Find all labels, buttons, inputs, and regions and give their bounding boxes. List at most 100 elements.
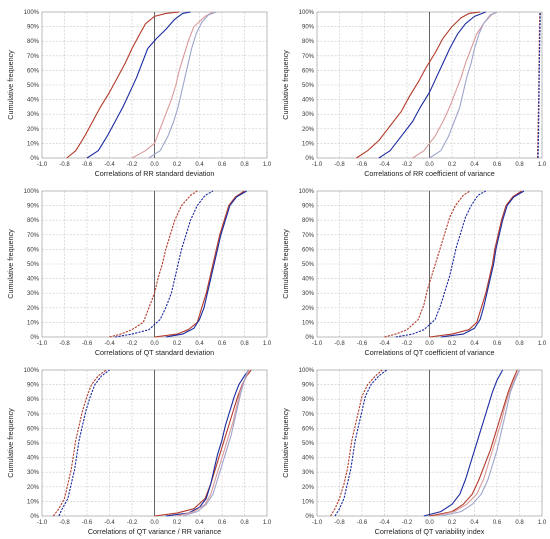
series-line-3 — [165, 190, 248, 338]
x-tick-label: 0.0 — [150, 162, 159, 168]
x-tick-label: -0.4 — [104, 162, 115, 168]
x-tick-label: -0.8 — [59, 520, 70, 526]
series-line-0 — [52, 369, 107, 517]
series-line-1 — [378, 11, 486, 159]
y-axis-label: Cumulative frequency — [6, 229, 15, 299]
y-tick-label: 10% — [302, 320, 315, 326]
y-tick-label: 0% — [30, 156, 39, 162]
series-line-0 — [356, 11, 481, 159]
series-line-2 — [423, 369, 504, 517]
series-line-3 — [429, 369, 518, 517]
x-tick-label: 1.0 — [538, 520, 547, 526]
x-tick-label: 0.4 — [195, 162, 204, 168]
x-tick-label: -0.4 — [379, 162, 390, 168]
x-tick-label: 0.0 — [150, 341, 159, 347]
x-tick-label: 0.8 — [515, 520, 524, 526]
y-tick-label: 10% — [27, 499, 40, 505]
y-axis-label: Cumulative frequency — [6, 408, 15, 478]
y-tick-label: 40% — [302, 277, 315, 283]
panel-rr-cv: -1.0 -0.8 -0.6 -0.4 -0.2 0.0 0.2 0.4 0.6 0.8 1.0 0%… — [275, 0, 550, 179]
chart-svg: -1.0 -0.8 -0.6 -0.4 -0.2 0.0 0.2 0.4 0.6 0.8 1.0 0%… — [6, 368, 272, 536]
y-tick-label: 40% — [27, 98, 40, 104]
x-tick-label: 0.2 — [448, 162, 457, 168]
series-line-2 — [429, 190, 523, 338]
y-tick-label: 60% — [302, 247, 315, 253]
series-line-0 — [66, 11, 180, 159]
y-tick-label: 100% — [299, 10, 315, 16]
chart-svg: -1.0 -0.8 -0.6 -0.4 -0.2 0.0 0.2 0.4 0.6 0.8 1.0 0%… — [281, 10, 547, 178]
y-axis-label: Cumulative frequency — [281, 50, 290, 120]
x-tick-label: -0.4 — [379, 341, 390, 347]
x-tick-label: 0.6 — [218, 520, 227, 526]
series-line-2 — [131, 11, 214, 159]
x-tick-label: -0.2 — [127, 341, 138, 347]
x-tick-label: -0.2 — [127, 162, 138, 168]
x-tick-label: 0.2 — [173, 162, 182, 168]
x-tick-label: -0.4 — [379, 520, 390, 526]
y-axis-label: Cumulative frequency — [6, 50, 15, 120]
x-tick-label: -0.2 — [127, 520, 138, 526]
x-tick-label: 0.4 — [470, 520, 479, 526]
series-line-2 — [154, 190, 245, 338]
y-tick-label: 90% — [302, 25, 315, 31]
panel-qt-sd: -1.0 -0.8 -0.6 -0.4 -0.2 0.0 0.2 0.4 0.6 0.8 1.0 0%… — [0, 179, 275, 358]
series-line-1 — [395, 190, 487, 338]
panel-qtvi: -1.0 -0.8 -0.6 -0.4 -0.2 0.0 0.2 0.4 0.6 0.8 1.0 0%… — [275, 358, 550, 537]
x-tick-label: -0.8 — [59, 162, 70, 168]
x-tick-label: -0.4 — [104, 520, 115, 526]
y-tick-label: 10% — [302, 499, 315, 505]
x-tick-label: -0.6 — [357, 520, 368, 526]
x-tick-label: 1.0 — [538, 341, 547, 347]
series-line-1 — [334, 369, 388, 517]
x-tick-label: 0.4 — [195, 341, 204, 347]
y-tick-label: 80% — [27, 397, 40, 403]
x-tick-label: 0.4 — [195, 520, 204, 526]
x-tick-label: 0.2 — [448, 341, 457, 347]
series-line-3 — [429, 11, 498, 159]
x-tick-label: 0.2 — [173, 341, 182, 347]
y-tick-label: 70% — [27, 233, 40, 239]
series-line-1 — [86, 11, 191, 159]
y-tick-label: 30% — [302, 112, 315, 118]
y-tick-label: 80% — [302, 397, 315, 403]
x-tick-label: 0.6 — [493, 520, 502, 526]
y-tick-label: 40% — [27, 456, 40, 462]
y-tick-label: 20% — [302, 485, 315, 491]
series-line-4 — [176, 369, 250, 517]
chart-svg: -1.0 -0.8 -0.6 -0.4 -0.2 0.0 0.2 0.4 0.6 0.8 1.0 0%… — [281, 189, 547, 357]
series-line-3 — [148, 11, 217, 159]
x-axis-label: Correlations of QT variability index — [375, 527, 485, 536]
x-tick-label: -0.6 — [82, 341, 93, 347]
y-tick-label: 70% — [302, 233, 315, 239]
x-axis-label: Correlations of RR standard deviation — [95, 169, 215, 178]
y-tick-label: 50% — [302, 83, 315, 89]
x-tick-label: -0.2 — [402, 341, 413, 347]
series-line-5 — [537, 11, 541, 159]
series-line-1 — [58, 369, 110, 517]
x-tick-label: 0.8 — [240, 341, 249, 347]
x-tick-label: -0.6 — [82, 162, 93, 168]
panel-rr-sd: -1.0 -0.8 -0.6 -0.4 -0.2 0.0 0.2 0.4 0.6 0.8 1.0 0%… — [0, 0, 275, 179]
chart-svg: -1.0 -0.8 -0.6 -0.4 -0.2 0.0 0.2 0.4 0.6 0.8 1.0 0%… — [6, 10, 272, 178]
x-tick-label: -0.6 — [357, 162, 368, 168]
x-tick-label: -0.6 — [82, 520, 93, 526]
series-line-0 — [109, 190, 198, 338]
y-tick-label: 70% — [27, 54, 40, 60]
y-tick-label: 60% — [302, 68, 315, 74]
x-tick-label: -0.8 — [334, 520, 345, 526]
x-tick-label: 0.2 — [448, 520, 457, 526]
x-tick-label: 0.6 — [493, 341, 502, 347]
chart-svg: -1.0 -0.8 -0.6 -0.4 -0.2 0.0 0.2 0.4 0.6 0.8 1.0 0%… — [281, 368, 547, 536]
y-tick-label: 0% — [30, 335, 39, 341]
y-tick-label: 90% — [27, 25, 40, 31]
x-tick-label: 0.4 — [470, 341, 479, 347]
y-tick-label: 100% — [24, 368, 40, 374]
series-line-0 — [330, 369, 383, 517]
y-tick-label: 10% — [27, 141, 40, 147]
x-tick-label: 0.6 — [218, 341, 227, 347]
x-tick-label: -1.0 — [312, 341, 323, 347]
x-tick-label: -1.0 — [312, 162, 323, 168]
y-tick-label: 20% — [27, 485, 40, 491]
y-tick-label: 0% — [30, 514, 39, 520]
y-tick-label: 70% — [302, 412, 315, 418]
